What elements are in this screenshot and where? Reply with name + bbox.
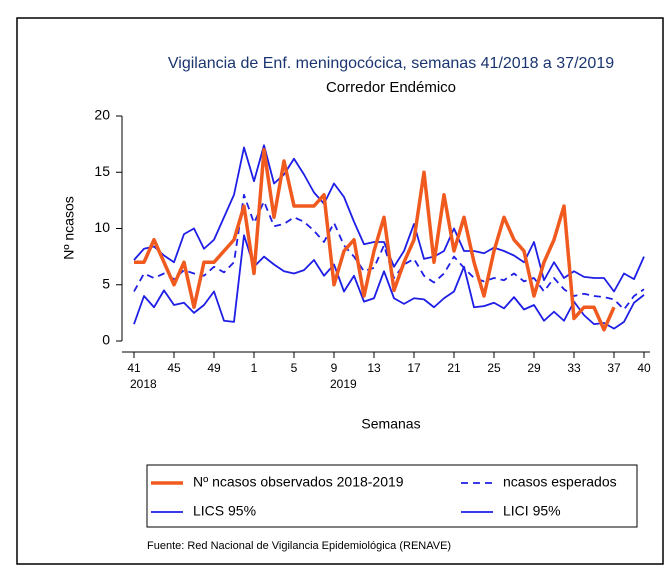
- x-tick-label: 40: [637, 361, 651, 375]
- x-tick-label: 9: [331, 361, 338, 375]
- x-tick-label: 41: [127, 361, 141, 375]
- y-tick-label: 20: [94, 107, 110, 123]
- x-tick-label: 37: [607, 361, 621, 375]
- x-tick-label: 45: [167, 361, 181, 375]
- x-tick-label: 49: [207, 361, 221, 375]
- year-label: 2018: [130, 377, 157, 391]
- y-tick-label: 5: [102, 275, 110, 291]
- legend-label: Nº ncasos observados 2018-2019: [193, 474, 404, 490]
- x-tick-label: 5: [291, 361, 298, 375]
- year-label: 2019: [330, 377, 357, 391]
- y-axis-label: Nº ncasos: [61, 196, 77, 259]
- x-tick-label: 13: [367, 361, 381, 375]
- x-axis-label: Semanas: [361, 416, 420, 432]
- series-line: [134, 148, 616, 332]
- source-note: Fuente: Red Nacional de Vigilancia Epide…: [147, 540, 451, 552]
- legend-label: LICI 95%: [503, 503, 561, 519]
- legend-label: LICS 95%: [193, 503, 256, 519]
- x-tick-label: 29: [527, 361, 541, 375]
- chart-subtitle: Corredor Endémico: [326, 79, 456, 96]
- x-tick-label: 1: [251, 361, 258, 375]
- x-tick-label: 25: [487, 361, 501, 375]
- y-tick-label: 10: [94, 219, 110, 235]
- y-tick-label: 15: [94, 163, 110, 179]
- x-tick-label: 21: [447, 361, 461, 375]
- series-line: [133, 234, 645, 330]
- legend: [146, 464, 638, 528]
- y-tick-label: 0: [102, 332, 110, 348]
- x-tick-label: 17: [407, 361, 421, 375]
- legend-label: ncasos esperados: [503, 474, 617, 490]
- x-tick-label: 33: [567, 361, 581, 375]
- chart-title: Vigilancia de Enf. meningocócica, semana…: [168, 55, 614, 72]
